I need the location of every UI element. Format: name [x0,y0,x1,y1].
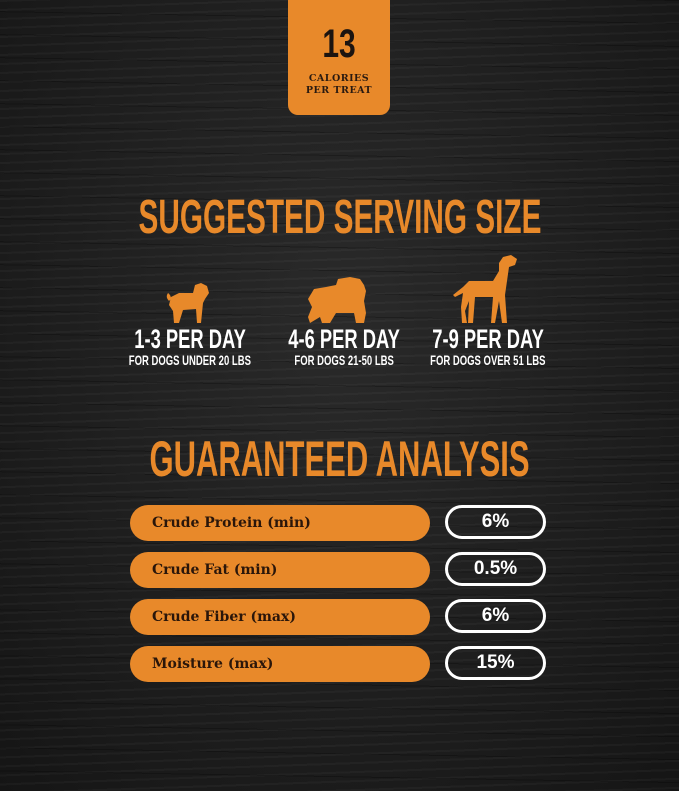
analysis-value: 6% [445,505,546,539]
serving-note: FOR DOGS OVER 51 LBS [430,352,546,368]
pug-icon [166,283,209,323]
serving-item-medium: 4-6 PER DAY FOR DOGS 21-50 LBS [254,277,434,367]
serving-amount: 7-9 PER DAY [432,324,544,354]
calories-label-line1: CALORIES [308,73,370,84]
serving-item-small: 1-3 PER DAY FOR DOGS UNDER 20 LBS [100,283,280,367]
analysis-row: Crude Protein (min) 6% [130,505,676,541]
calories-badge: 13 CALORIES PER TREAT [288,0,390,115]
serving-note: FOR DOGS 21-50 LBS [294,352,394,368]
calories-label: CALORIES PER TREAT [288,73,390,97]
serving-title: SUGGESTED SERVING SIZE [0,190,679,245]
serving-title-text: SUGGESTED SERVING SIZE [138,191,541,244]
analysis-title-text: GUARANTEED ANALYSIS [149,431,530,487]
analysis-label: Crude Fat (min) [130,552,430,588]
serving-amount: 1-3 PER DAY [134,324,246,354]
analysis-row: Crude Fat (min) 0.5% [130,552,676,588]
analysis-value: 0.5% [445,552,546,586]
great-dane-icon [453,255,517,323]
analysis-row: Crude Fiber (max) 6% [130,599,676,635]
serving-item-large: 7-9 PER DAY FOR DOGS OVER 51 LBS [398,255,578,367]
analysis-title: GUARANTEED ANALYSIS [0,430,679,488]
analysis-value: 15% [445,646,546,680]
calories-label-line2: PER TREAT [305,85,373,96]
analysis-label: Crude Protein (min) [130,505,430,541]
analysis-row: Moisture (max) 15% [130,646,676,682]
analysis-label: Moisture (max) [130,646,430,682]
bulldog-icon [308,277,366,323]
analysis-label: Crude Fiber (max) [130,599,430,635]
analysis-value: 6% [445,599,546,633]
serving-note: FOR DOGS UNDER 20 LBS [128,352,252,368]
calories-number: 13 [322,22,356,66]
serving-amount: 4-6 PER DAY [288,324,400,354]
